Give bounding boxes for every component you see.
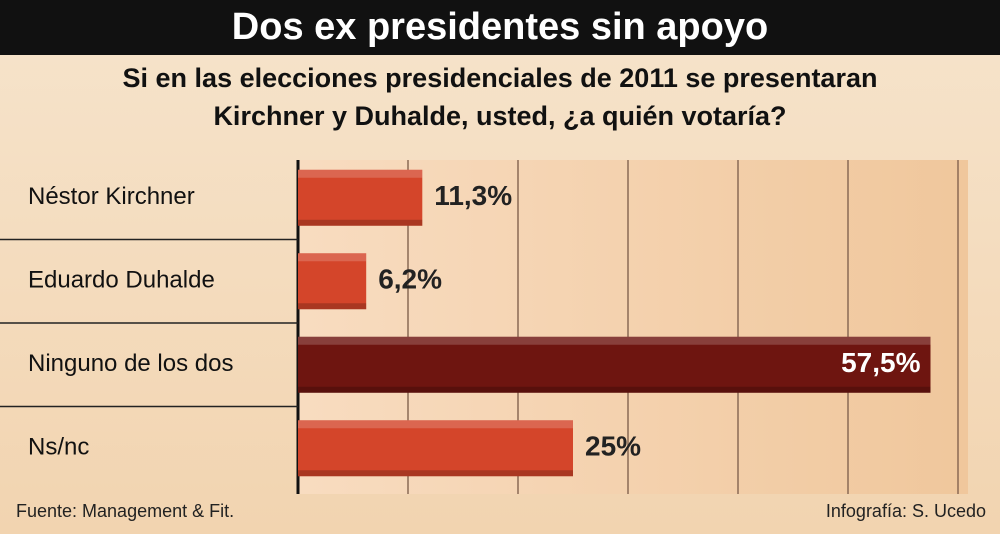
bar-shadow [298,219,423,226]
bar [298,336,931,393]
chart-title: Dos ex presidentes sin apoyo [232,6,768,48]
category-label: Néstor Kirchner [28,183,195,210]
value-label: 11,3% [434,180,512,211]
bar-shadow [298,303,367,310]
category-label: Ninguno de los dos [28,350,233,377]
title-bar [0,0,1000,55]
bar [298,420,573,477]
bar-shadow [298,470,573,477]
bar-highlight [298,169,423,178]
bar [298,169,423,226]
value-label: 25% [585,431,641,462]
value-label: 6,2% [378,264,442,295]
bar-highlight [298,253,367,262]
subtitle: Si en las elecciones presidenciales de 2… [123,63,878,93]
bar-shadow [298,386,931,393]
bar-highlight [298,420,573,429]
source: Fuente: Management & Fit. [16,501,234,521]
subtitle: Kirchner y Duhalde, usted, ¿a quién vota… [213,101,786,131]
bar [298,253,367,310]
credit: Infografía: S. Ucedo [826,501,986,521]
category-label: Ns/nc [28,434,89,461]
value-label: 57,5% [841,347,920,378]
category-label: Eduardo Duhalde [28,267,215,294]
bar-highlight [298,336,931,345]
